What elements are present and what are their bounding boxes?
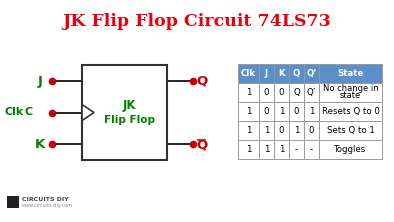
Text: Q: Q [293, 69, 300, 78]
Text: 1: 1 [246, 126, 251, 135]
Text: State: State [337, 69, 364, 78]
Bar [238, 83, 259, 102]
Text: Q: Q [293, 88, 300, 97]
Bar [274, 102, 289, 121]
Text: 1: 1 [279, 107, 284, 116]
Text: 1: 1 [309, 107, 314, 116]
Text: K: K [35, 137, 45, 151]
Bar [319, 83, 382, 102]
Text: Toggles: Toggles [335, 145, 367, 154]
Text: 1: 1 [264, 126, 269, 135]
Text: JK Flip Flop Circuit 74LS73: JK Flip Flop Circuit 74LS73 [63, 14, 331, 30]
Text: C: C [25, 107, 33, 117]
Text: -: - [295, 145, 298, 154]
Text: 1: 1 [264, 145, 269, 154]
Bar [259, 121, 274, 140]
Text: Clk: Clk [241, 69, 256, 78]
Text: Q: Q [196, 139, 208, 151]
Text: 1: 1 [279, 145, 284, 154]
Bar [289, 83, 304, 102]
Bar [319, 140, 382, 159]
Bar [238, 121, 259, 140]
Text: Clk: Clk [4, 107, 24, 117]
Bar [259, 83, 274, 102]
Bar [289, 121, 304, 140]
Text: 0: 0 [279, 88, 284, 97]
Bar [238, 64, 259, 83]
Text: Q’: Q’ [306, 69, 317, 78]
Bar [289, 64, 304, 83]
Bar [304, 121, 319, 140]
Bar [289, 102, 304, 121]
Bar [304, 64, 319, 83]
Bar [304, 83, 319, 102]
Text: Resets Q to 0: Resets Q to 0 [322, 107, 379, 116]
Bar [274, 140, 289, 159]
Text: J: J [37, 75, 43, 87]
Text: 1: 1 [246, 145, 251, 154]
Text: 0: 0 [279, 126, 284, 135]
Text: 0: 0 [309, 126, 314, 135]
Polygon shape [82, 105, 94, 121]
Text: www.circuits-diy.com: www.circuits-diy.com [22, 202, 73, 208]
Text: Sets Q to 1: Sets Q to 1 [327, 126, 374, 135]
Text: 0: 0 [264, 107, 269, 116]
Bar [238, 140, 259, 159]
Text: 1: 1 [246, 88, 251, 97]
Bar [304, 140, 319, 159]
Text: No change in: No change in [323, 84, 378, 93]
Bar [238, 102, 259, 121]
Bar [319, 102, 382, 121]
Text: Q: Q [196, 75, 208, 87]
Bar [82, 65, 167, 160]
Bar [289, 140, 304, 159]
Bar [7, 196, 19, 208]
Text: Q’: Q’ [307, 88, 316, 97]
Bar [304, 102, 319, 121]
Text: 0: 0 [294, 107, 299, 116]
Text: state: state [340, 91, 361, 100]
Text: J: J [265, 69, 268, 78]
Bar [319, 121, 382, 140]
Text: 1: 1 [246, 107, 251, 116]
Text: 0: 0 [264, 88, 269, 97]
Bar [259, 140, 274, 159]
Text: CIRCUITS DIY: CIRCUITS DIY [22, 196, 69, 202]
Bar [259, 102, 274, 121]
Text: Flip Flop: Flip Flop [104, 115, 155, 125]
Text: 1: 1 [294, 126, 299, 135]
Bar [274, 64, 289, 83]
Text: K: K [278, 69, 285, 78]
Bar [274, 121, 289, 140]
Bar [259, 64, 274, 83]
Text: -: - [310, 145, 313, 154]
Text: JK: JK [123, 99, 136, 112]
Bar [274, 83, 289, 102]
Bar [319, 64, 382, 83]
